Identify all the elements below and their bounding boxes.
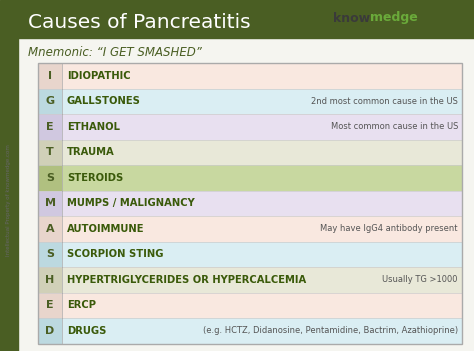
Text: Intellectual Property of knowmedge.com: Intellectual Property of knowmedge.com xyxy=(6,144,10,256)
Bar xyxy=(38,216,62,241)
Bar xyxy=(38,191,62,216)
Text: 2nd most common cause in the US: 2nd most common cause in the US xyxy=(311,97,458,106)
Text: know: know xyxy=(333,12,370,25)
Bar xyxy=(38,139,462,165)
Bar xyxy=(38,63,462,344)
Text: STEROIDS: STEROIDS xyxy=(67,173,123,183)
Text: DRUGS: DRUGS xyxy=(67,326,106,336)
Bar xyxy=(38,292,62,318)
Text: IDIOPATHIC: IDIOPATHIC xyxy=(67,71,131,81)
Bar xyxy=(38,88,62,114)
Bar xyxy=(38,191,462,216)
Text: S: S xyxy=(46,249,54,259)
Bar xyxy=(38,114,62,139)
Text: (e.g. HCTZ, Didanosine, Pentamidine, Bactrim, Azathioprine): (e.g. HCTZ, Didanosine, Pentamidine, Bac… xyxy=(203,326,458,335)
Bar xyxy=(38,318,62,344)
Text: Usually TG >1000: Usually TG >1000 xyxy=(383,275,458,284)
Text: T: T xyxy=(46,147,54,157)
Bar xyxy=(18,0,474,38)
Text: H: H xyxy=(46,275,55,285)
Bar xyxy=(38,267,62,292)
Bar xyxy=(38,292,462,318)
Text: Mnemonic: “I GET SMASHED”: Mnemonic: “I GET SMASHED” xyxy=(28,46,202,59)
Text: ERCP: ERCP xyxy=(67,300,96,310)
Text: TRAUMA: TRAUMA xyxy=(67,147,115,157)
Text: Most common cause in the US: Most common cause in the US xyxy=(331,122,458,131)
Text: May have IgG4 antibody present: May have IgG4 antibody present xyxy=(320,224,458,233)
Text: MUMPS / MALIGNANCY: MUMPS / MALIGNANCY xyxy=(67,198,195,208)
Text: G: G xyxy=(46,96,55,106)
Bar xyxy=(38,63,62,88)
Bar xyxy=(38,241,62,267)
Text: A: A xyxy=(46,224,55,234)
Text: Causes of Pancreatitis: Causes of Pancreatitis xyxy=(28,13,251,32)
Bar xyxy=(38,139,62,165)
Text: M: M xyxy=(45,198,55,208)
Bar xyxy=(38,241,462,267)
Bar xyxy=(38,165,62,191)
Text: S: S xyxy=(46,173,54,183)
Text: D: D xyxy=(46,326,55,336)
Text: GALLSTONES: GALLSTONES xyxy=(67,96,141,106)
Bar xyxy=(38,88,462,114)
Text: medge: medge xyxy=(370,12,418,25)
Bar xyxy=(0,0,18,351)
Bar xyxy=(38,63,462,88)
Text: E: E xyxy=(46,300,54,310)
Text: HYPERTRIGLYCERIDES OR HYPERCALCEMIA: HYPERTRIGLYCERIDES OR HYPERCALCEMIA xyxy=(67,275,306,285)
Bar xyxy=(38,165,462,191)
Text: I: I xyxy=(48,71,52,81)
Bar xyxy=(38,114,462,139)
Text: E: E xyxy=(46,122,54,132)
Bar xyxy=(38,216,462,241)
Text: ETHANOL: ETHANOL xyxy=(67,122,120,132)
Text: AUTOIMMUNE: AUTOIMMUNE xyxy=(67,224,145,234)
Text: SCORPION STING: SCORPION STING xyxy=(67,249,164,259)
Bar xyxy=(38,318,462,344)
Bar xyxy=(38,267,462,292)
